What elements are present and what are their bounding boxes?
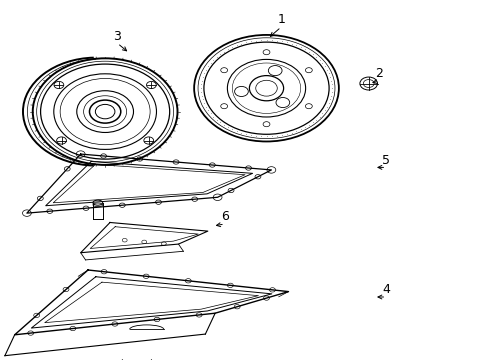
Text: 2: 2 xyxy=(374,67,382,80)
Text: 3: 3 xyxy=(113,30,121,42)
Text: 1: 1 xyxy=(277,13,285,26)
Text: 5: 5 xyxy=(382,154,389,167)
Text: 6: 6 xyxy=(221,210,228,223)
Text: 4: 4 xyxy=(382,283,389,296)
